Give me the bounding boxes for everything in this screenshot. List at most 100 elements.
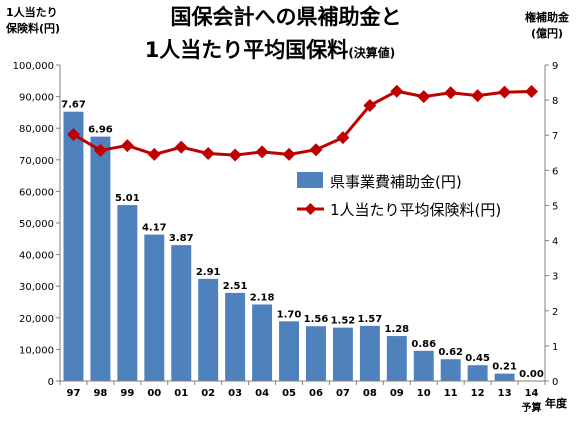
- line-point-99: [120, 139, 134, 153]
- bar-01: [171, 245, 192, 381]
- right-axis-title-line-2: (億円): [531, 26, 563, 40]
- x-axis-ticks: 97 98 99 00 01 02 03 04 05 06 07 08 09 10 11 12 13 14 予算: [59, 381, 546, 414]
- bar-10: [413, 350, 434, 381]
- left-tick-label: 70,000: [19, 156, 54, 167]
- legend-line-marker: [304, 203, 317, 215]
- line-point-06: [309, 143, 323, 157]
- x-tick-sublabel-14: 予算: [522, 401, 542, 414]
- line-point-09: [390, 84, 404, 98]
- right-tick-label: 1: [552, 342, 558, 353]
- x-tick-label-06: 06: [309, 388, 323, 399]
- chart-title-main: 1人当たり平均国保料: [145, 38, 349, 62]
- bar-label-03: 2.51: [223, 281, 248, 292]
- bar-07: [332, 327, 353, 381]
- left-tick-label: 100,000: [13, 61, 54, 72]
- left-tick-label: 40,000: [19, 251, 54, 262]
- bar-05: [279, 321, 299, 381]
- right-tick-label: 4: [552, 237, 558, 248]
- left-tick-label: 90,000: [19, 93, 54, 104]
- bar-data-labels: 7.67 6.96 5.01 4.173.87 2.912.512.181.70 1.56…: [61, 100, 544, 380]
- bar-label-14: 0.00: [519, 369, 544, 380]
- bar-label-10: 0.86: [411, 339, 436, 350]
- bar-label-09: 1.28: [384, 324, 409, 335]
- right-tick-label: 7: [552, 131, 558, 142]
- left-tick-label: 20,000: [19, 314, 54, 325]
- left-axis-ticks: 0 10,000 20,000 30,000 40,000 50,000 60,000 70,…: [13, 61, 60, 388]
- x-tick-label-10: 10: [417, 388, 431, 399]
- line-point-13: [498, 85, 512, 99]
- left-tick-label: 30,000: [19, 282, 54, 293]
- x-tick-label-05: 05: [282, 388, 296, 399]
- bar-11: [440, 359, 461, 381]
- line-point-05: [282, 147, 296, 161]
- x-tick-label-98: 98: [93, 388, 107, 399]
- line-point-14: [525, 85, 539, 99]
- right-axis-ticks: 0 1 2 3 4 5 6 7 8 9: [545, 61, 558, 388]
- bar-label-99: 5.01: [115, 193, 140, 204]
- bar-label-13: 0.21: [492, 362, 517, 373]
- line-point-11: [444, 86, 458, 100]
- line-point-00: [147, 147, 161, 161]
- bar-03: [225, 292, 246, 381]
- chart-title-line-1: 国保会計への県補助金と: [171, 5, 402, 29]
- legend: 県事業費補助金(円) 1人当たり平均保険料(円): [297, 172, 501, 219]
- legend-bar-label: 県事業費補助金(円): [330, 173, 462, 191]
- bar-label-00: 4.17: [142, 223, 167, 234]
- x-tick-label-11: 11: [444, 388, 458, 399]
- bar-99: [117, 205, 138, 381]
- bar-98: [90, 136, 111, 381]
- bar-08: [359, 325, 380, 381]
- bar-06: [306, 326, 326, 381]
- left-axis-title-line-2: 保険料(円): [5, 21, 60, 35]
- chart-title-line-2: 1人当たり平均国保料(決算値): [145, 38, 396, 62]
- right-tick-label: 3: [552, 272, 558, 283]
- bar-series: [63, 111, 515, 381]
- right-tick-label: 6: [552, 166, 558, 177]
- x-tick-label-08: 08: [363, 388, 377, 399]
- bar-label-02: 2.91: [196, 267, 221, 278]
- x-tick-label-04: 04: [255, 388, 269, 399]
- bar-09: [386, 336, 407, 381]
- x-tick-label-00: 00: [147, 388, 161, 399]
- x-tick-label-14: 14: [525, 388, 539, 399]
- bar-label-04: 2.18: [250, 292, 275, 303]
- legend-line-label: 1人当たり平均保険料(円): [330, 201, 501, 219]
- right-tick-label: 2: [552, 307, 558, 318]
- x-tick-label-99: 99: [120, 388, 134, 399]
- left-axis-title-line-1: 1人当たり: [6, 5, 58, 19]
- left-tick-label: 50,000: [19, 219, 54, 230]
- chart-title-suffix: (決算値): [348, 45, 395, 60]
- legend-bar-swatch: [297, 172, 323, 188]
- left-tick-label: 10,000: [19, 345, 54, 356]
- right-tick-label: 9: [552, 61, 558, 72]
- line-point-07: [336, 131, 350, 145]
- right-tick-label: 5: [552, 201, 558, 212]
- right-tick-label: 0: [552, 377, 558, 388]
- left-tick-label: 0: [48, 377, 54, 388]
- right-axis-title-line-1: 権補助金: [525, 10, 570, 24]
- line-point-03: [228, 148, 242, 162]
- x-axis-title: 年度: [545, 396, 568, 410]
- x-tick-label-09: 09: [390, 388, 404, 399]
- x-tick-label-97: 97: [67, 388, 81, 399]
- bar-label-06: 1.56: [304, 314, 329, 325]
- line-point-98: [93, 143, 107, 157]
- line-path: [72, 89, 532, 157]
- bar-label-98: 6.96: [88, 125, 113, 136]
- line-point-01: [174, 140, 188, 154]
- x-tick-label-02: 02: [201, 388, 215, 399]
- bar-label-12: 0.45: [465, 353, 490, 364]
- bar-label-01: 3.87: [169, 233, 194, 244]
- bar-13: [494, 373, 515, 381]
- x-tick-label-01: 01: [174, 388, 188, 399]
- bar-00: [144, 234, 165, 381]
- bar-04: [252, 304, 273, 381]
- line-point-08: [363, 98, 377, 112]
- line-point-10: [417, 90, 431, 104]
- bar-12: [467, 365, 488, 381]
- x-tick-label-03: 03: [228, 388, 242, 399]
- left-tick-label: 60,000: [19, 187, 54, 198]
- line-point-04: [255, 145, 269, 159]
- left-tick-label: 80,000: [19, 124, 54, 135]
